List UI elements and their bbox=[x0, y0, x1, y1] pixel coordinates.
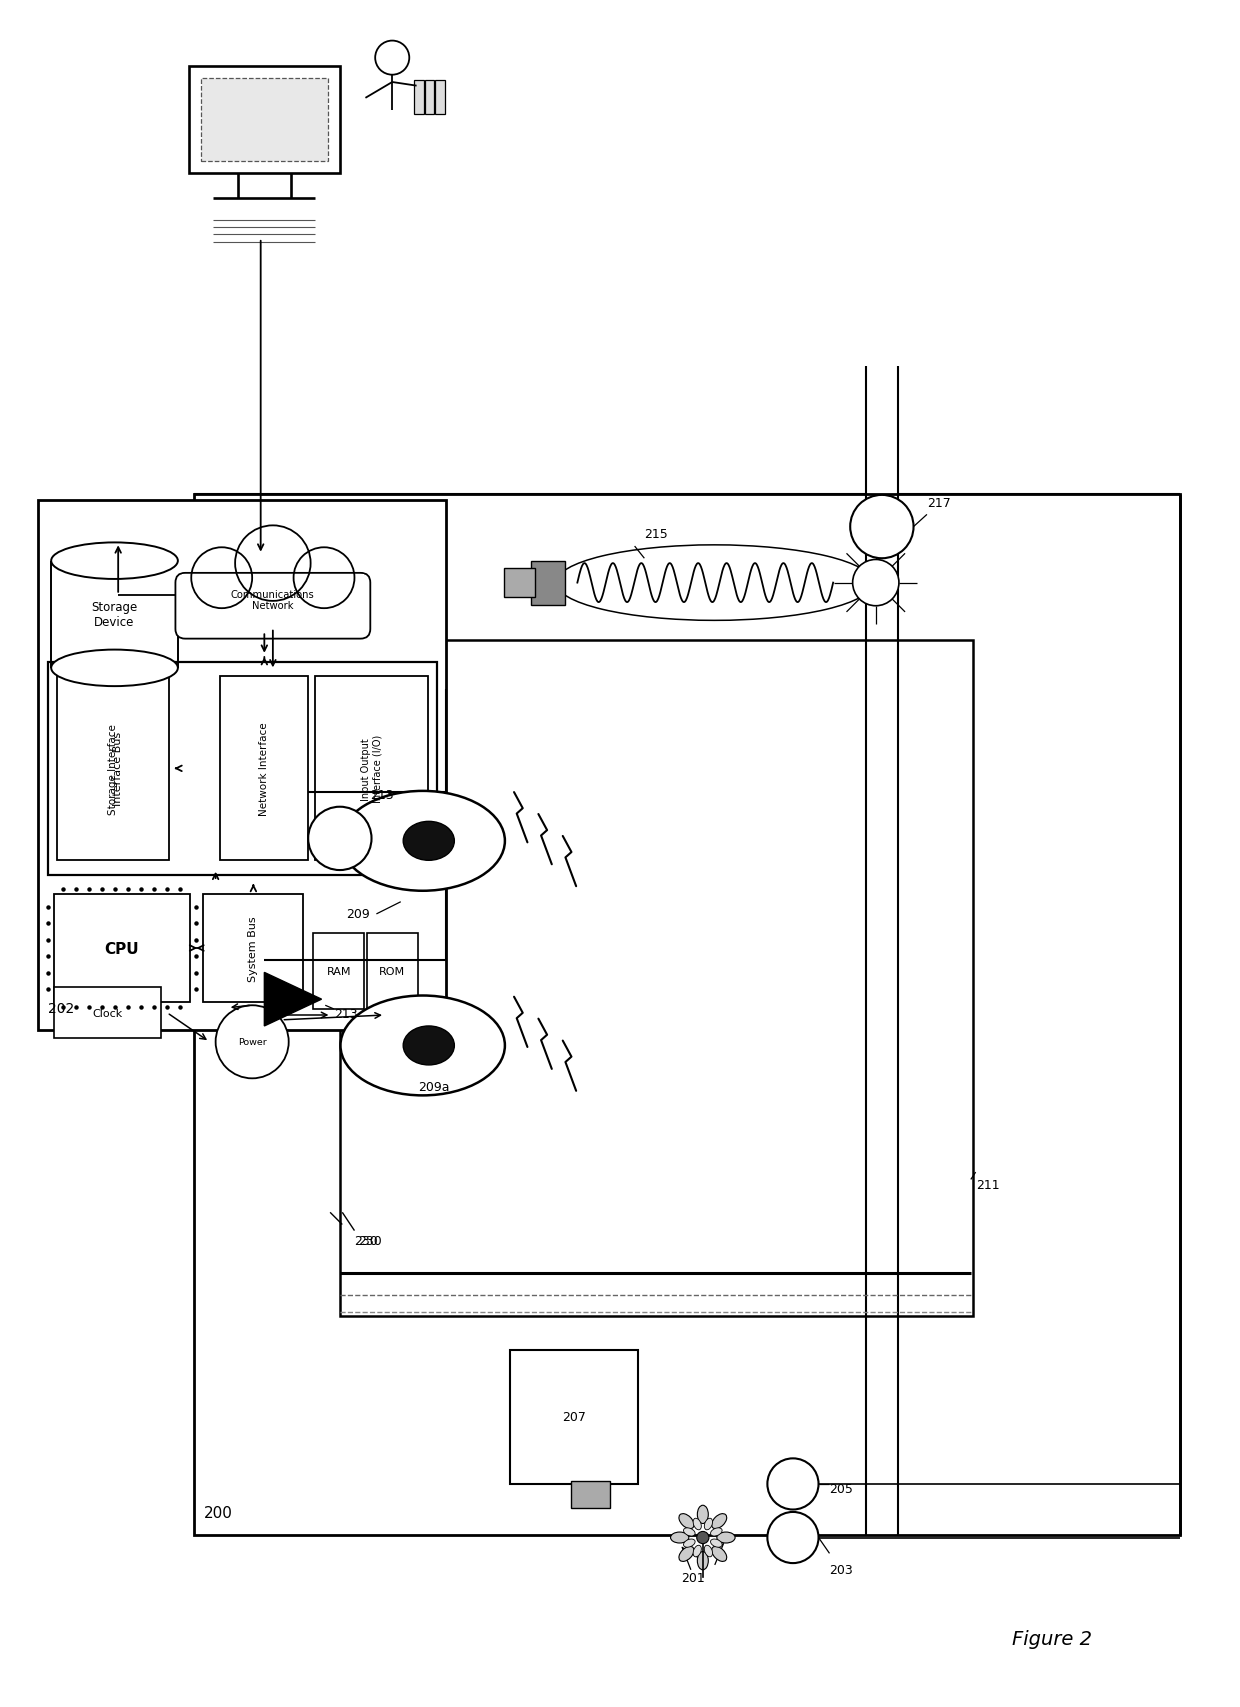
Text: Figure 2: Figure 2 bbox=[1012, 1628, 1092, 1649]
Circle shape bbox=[236, 526, 311, 601]
Ellipse shape bbox=[680, 1514, 694, 1529]
Bar bbox=[367, 934, 418, 1009]
Bar bbox=[572, 1482, 610, 1509]
Bar bbox=[53, 894, 190, 1002]
Bar bbox=[181, 575, 365, 597]
Text: ROM: ROM bbox=[379, 966, 405, 976]
Text: 201: 201 bbox=[681, 1572, 706, 1584]
Text: 230: 230 bbox=[355, 1234, 378, 1248]
Text: 200: 200 bbox=[203, 1506, 232, 1521]
Text: 203: 203 bbox=[830, 1564, 853, 1576]
Text: System Bus: System Bus bbox=[248, 915, 258, 982]
Ellipse shape bbox=[693, 1545, 702, 1557]
Bar bbox=[340, 640, 973, 1316]
Ellipse shape bbox=[680, 1547, 694, 1562]
Ellipse shape bbox=[683, 1540, 696, 1547]
Bar bbox=[53, 987, 161, 1038]
Text: Input Output
Interface (I/O): Input Output Interface (I/O) bbox=[361, 734, 382, 802]
Ellipse shape bbox=[341, 792, 505, 891]
Text: 213: 213 bbox=[334, 1007, 357, 1021]
Text: 202: 202 bbox=[47, 1002, 74, 1016]
Text: 209: 209 bbox=[346, 908, 371, 920]
Ellipse shape bbox=[711, 1540, 722, 1547]
Circle shape bbox=[853, 560, 899, 606]
Text: CPU: CPU bbox=[104, 941, 139, 956]
Text: Network Interface: Network Interface bbox=[259, 722, 269, 816]
Text: 207: 207 bbox=[562, 1410, 585, 1424]
Ellipse shape bbox=[403, 1026, 454, 1065]
Text: RAM: RAM bbox=[326, 966, 351, 976]
Circle shape bbox=[768, 1512, 818, 1564]
Ellipse shape bbox=[671, 1533, 688, 1543]
Bar bbox=[188, 67, 340, 174]
Circle shape bbox=[294, 548, 355, 609]
Text: 209a: 209a bbox=[418, 1081, 449, 1094]
Bar bbox=[203, 894, 304, 1002]
Ellipse shape bbox=[341, 995, 505, 1096]
Ellipse shape bbox=[683, 1528, 696, 1536]
Bar bbox=[315, 678, 428, 860]
Circle shape bbox=[216, 1005, 289, 1079]
Bar bbox=[424, 80, 434, 114]
Bar bbox=[505, 568, 534, 597]
Polygon shape bbox=[264, 973, 321, 1026]
Bar bbox=[511, 1350, 639, 1483]
Bar bbox=[47, 662, 438, 876]
Bar bbox=[57, 678, 170, 860]
Text: 217: 217 bbox=[928, 497, 951, 509]
Ellipse shape bbox=[711, 1528, 722, 1536]
Ellipse shape bbox=[712, 1547, 727, 1562]
FancyBboxPatch shape bbox=[175, 556, 371, 638]
Text: 215: 215 bbox=[645, 527, 668, 541]
Bar bbox=[193, 495, 1180, 1535]
Ellipse shape bbox=[704, 1545, 713, 1557]
Ellipse shape bbox=[704, 1518, 713, 1529]
Ellipse shape bbox=[51, 543, 177, 580]
Bar bbox=[37, 500, 446, 1029]
Bar bbox=[201, 79, 327, 162]
Circle shape bbox=[851, 495, 914, 558]
Text: Interface Bus: Interface Bus bbox=[113, 732, 123, 806]
Text: Storage
Device: Storage Device bbox=[92, 601, 138, 628]
Ellipse shape bbox=[403, 821, 454, 860]
Ellipse shape bbox=[51, 650, 177, 686]
Bar bbox=[312, 934, 365, 1009]
Text: Communications
Network: Communications Network bbox=[231, 589, 315, 611]
Bar bbox=[221, 678, 309, 860]
Circle shape bbox=[376, 41, 409, 75]
Circle shape bbox=[768, 1458, 818, 1509]
Text: 205: 205 bbox=[830, 1482, 853, 1495]
Ellipse shape bbox=[697, 1506, 708, 1524]
Circle shape bbox=[309, 807, 372, 871]
Text: Storage Interface: Storage Interface bbox=[108, 724, 118, 814]
Text: 230: 230 bbox=[358, 1234, 382, 1248]
Text: 211: 211 bbox=[976, 1178, 999, 1191]
Bar bbox=[531, 562, 565, 606]
Text: Clock: Clock bbox=[92, 1007, 123, 1017]
Ellipse shape bbox=[693, 1518, 702, 1529]
Circle shape bbox=[697, 1531, 709, 1543]
Bar bbox=[414, 80, 424, 114]
Circle shape bbox=[191, 548, 252, 609]
Ellipse shape bbox=[712, 1514, 727, 1529]
Bar bbox=[435, 80, 445, 114]
Ellipse shape bbox=[697, 1552, 708, 1570]
Text: 213: 213 bbox=[371, 789, 394, 802]
Ellipse shape bbox=[717, 1533, 735, 1543]
Text: Power: Power bbox=[238, 1038, 267, 1046]
